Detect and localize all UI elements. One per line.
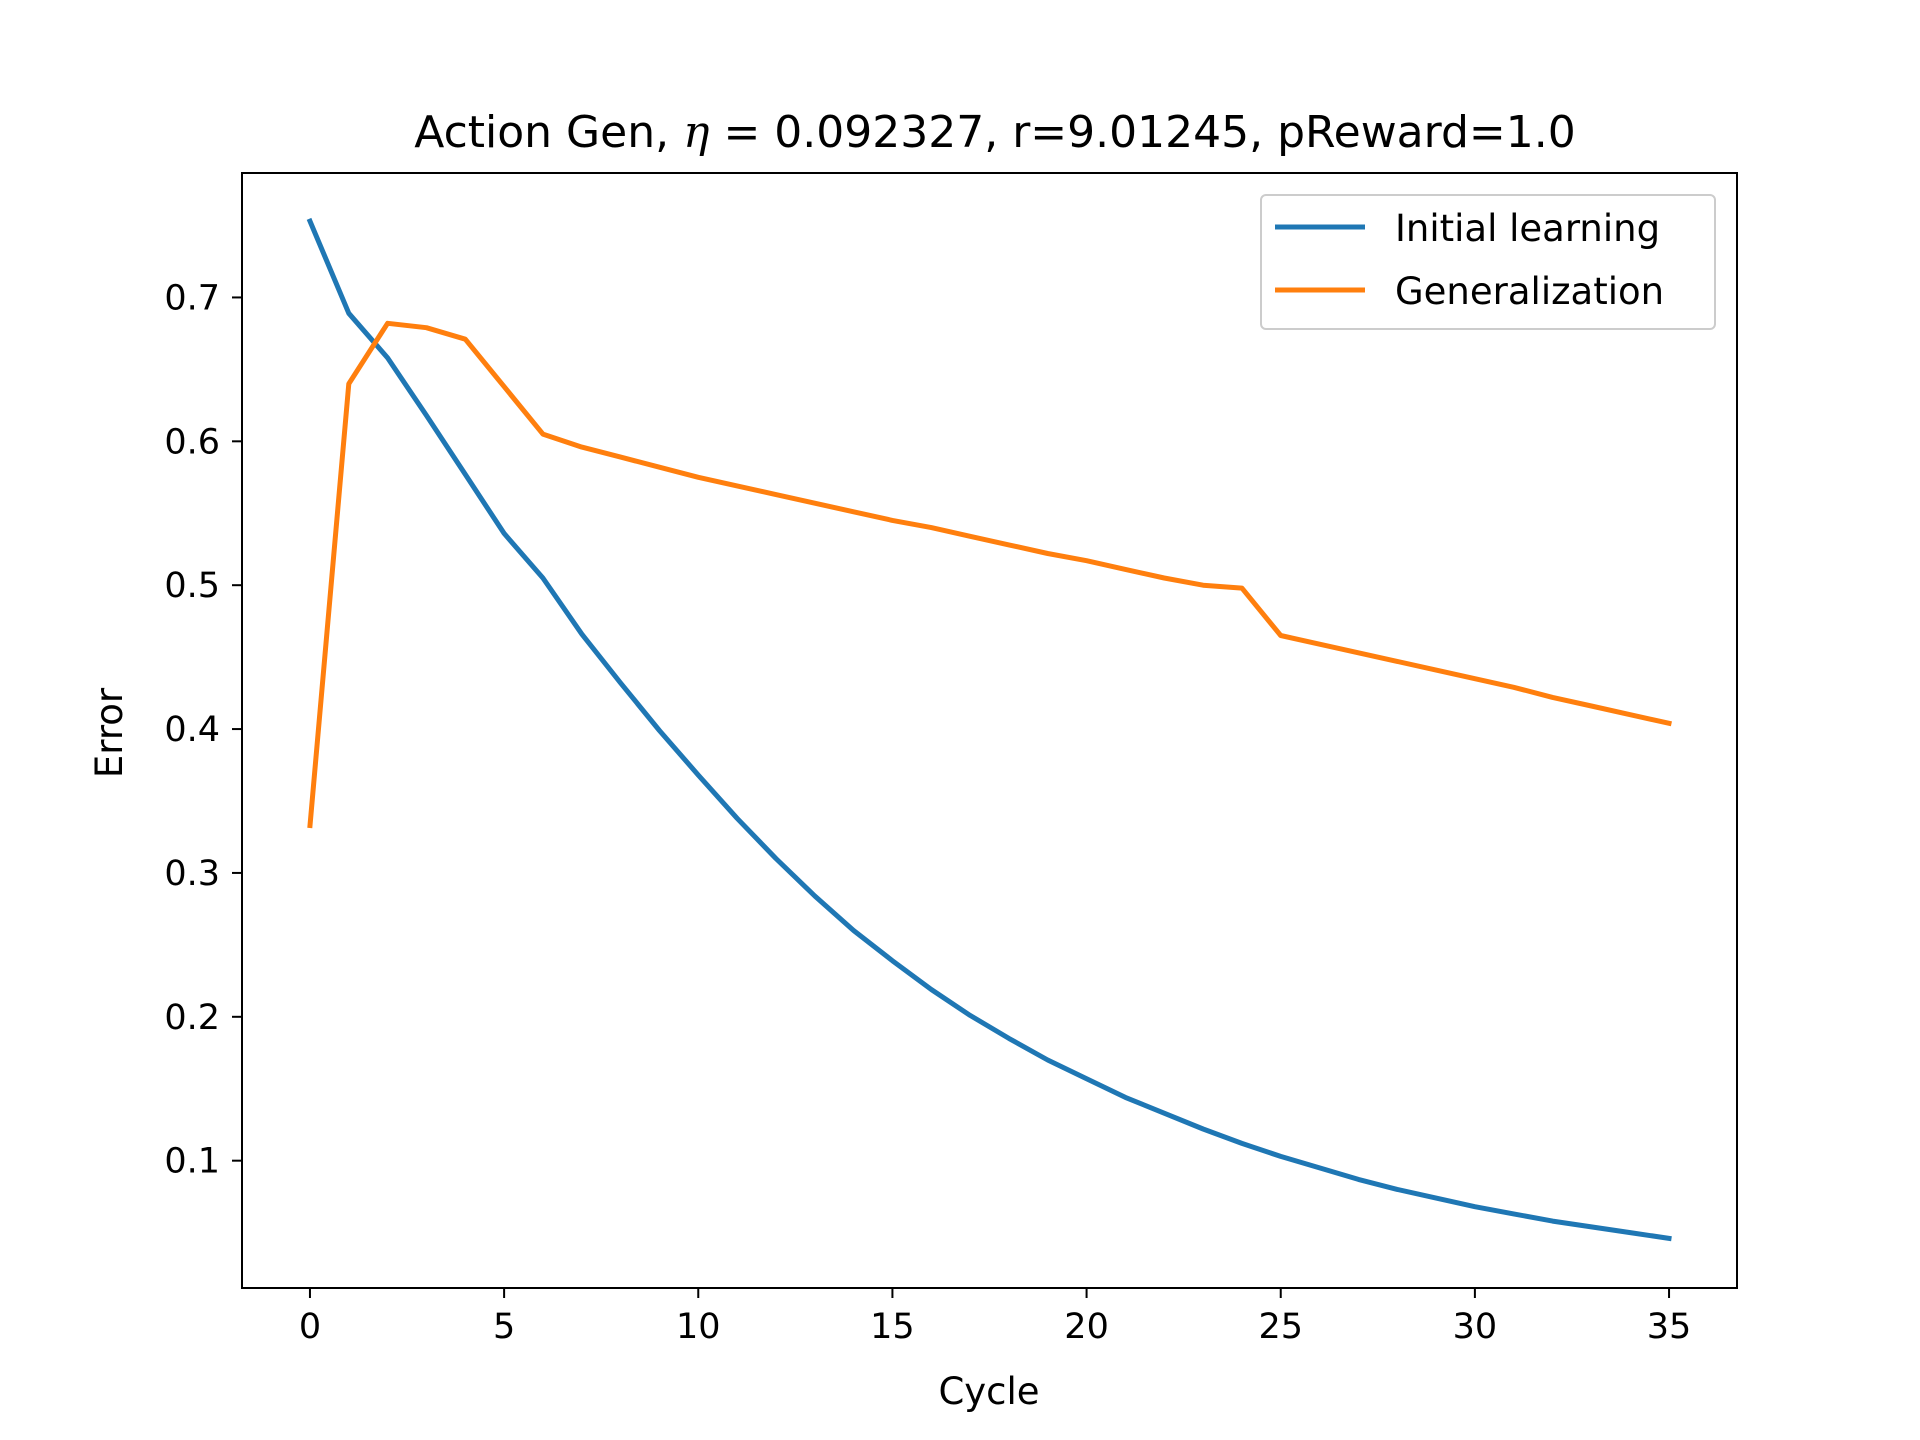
x-tick-label: 35 [1647,1307,1692,1347]
legend-frame [1260,194,1716,330]
chart-title: Action Gen, η = 0.092327, r=9.01245, pRe… [414,107,1575,158]
legend: Initial learning Generalization [1260,194,1716,330]
x-tick-label: 10 [676,1307,721,1347]
y-tick-label: 0.3 [164,854,220,894]
y-tick-label: 0.4 [164,710,220,750]
x-axis-label: Cycle [938,1370,1039,1413]
legend-label-generalization: Generalization [1395,270,1664,313]
y-tick-label: 0.5 [164,566,220,606]
y-tick-label: 0.1 [164,1142,220,1182]
series-line-generalization [307,320,1672,829]
x-tick-label: 5 [493,1307,515,1347]
x-tick-label: 20 [1064,1307,1109,1347]
x-tick-label: 0 [299,1307,321,1347]
plot-lines [306,217,1672,1242]
x-tick-label: 15 [870,1307,915,1347]
legend-label-initial-learning: Initial learning [1395,207,1660,250]
y-tick-label: 0.2 [164,998,220,1038]
chart-title-rest: = 0.092327, r=9.01245, pReward=1.0 [709,107,1575,158]
x-tick-label: 25 [1258,1307,1303,1347]
x-tick-label: 30 [1453,1307,1498,1347]
plot-area [241,172,1738,1289]
x-axis: 0 5 10 15 20 25 30 35 [299,1288,1692,1347]
chart-title-prefix: Action Gen, [414,107,683,158]
series-line-initial-learning [306,217,1672,1242]
y-tick-label: 0.7 [164,278,220,318]
y-tick-label: 0.6 [164,422,220,462]
chart-title-symbol: η [683,107,709,158]
y-axis: 0.1 0.2 0.3 0.4 0.5 0.6 0.7 [164,278,242,1182]
y-axis-label: Error [88,687,131,778]
